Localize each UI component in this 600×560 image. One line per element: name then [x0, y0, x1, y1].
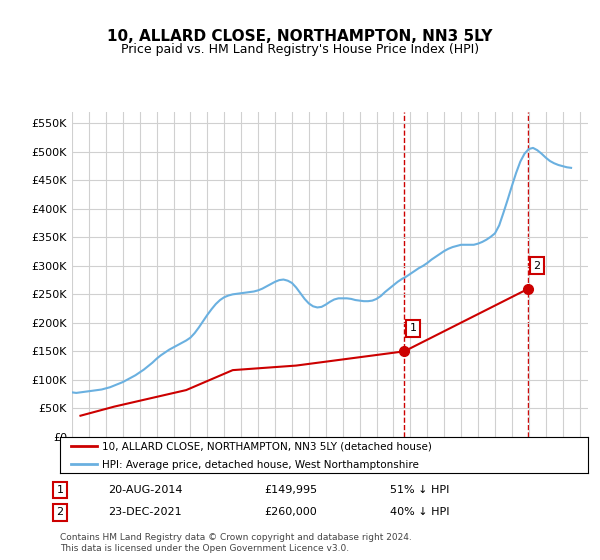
Text: 10, ALLARD CLOSE, NORTHAMPTON, NN3 5LY: 10, ALLARD CLOSE, NORTHAMPTON, NN3 5LY — [107, 29, 493, 44]
Text: 2: 2 — [533, 261, 541, 270]
Text: HPI: Average price, detached house, West Northamptonshire: HPI: Average price, detached house, West… — [102, 460, 419, 470]
Text: 51% ↓ HPI: 51% ↓ HPI — [390, 485, 449, 495]
Text: £260,000: £260,000 — [264, 507, 317, 517]
Text: 23-DEC-2021: 23-DEC-2021 — [108, 507, 182, 517]
Text: 20-AUG-2014: 20-AUG-2014 — [108, 485, 182, 495]
Text: 1: 1 — [56, 485, 64, 495]
Text: Contains HM Land Registry data © Crown copyright and database right 2024.
This d: Contains HM Land Registry data © Crown c… — [60, 534, 412, 553]
Text: 2: 2 — [56, 507, 64, 517]
Text: Price paid vs. HM Land Registry's House Price Index (HPI): Price paid vs. HM Land Registry's House … — [121, 43, 479, 56]
Text: £149,995: £149,995 — [264, 485, 317, 495]
Text: 1: 1 — [409, 323, 416, 333]
Text: 10, ALLARD CLOSE, NORTHAMPTON, NN3 5LY (detached house): 10, ALLARD CLOSE, NORTHAMPTON, NN3 5LY (… — [102, 442, 432, 451]
Text: 40% ↓ HPI: 40% ↓ HPI — [390, 507, 449, 517]
